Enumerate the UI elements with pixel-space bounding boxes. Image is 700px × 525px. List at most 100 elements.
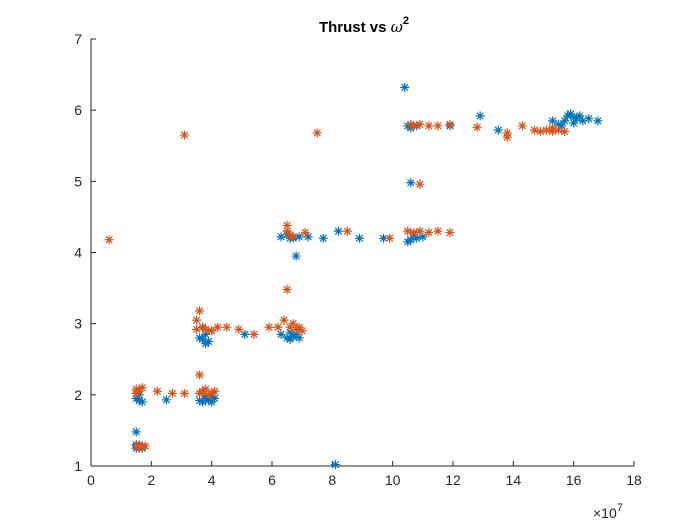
data-point xyxy=(273,322,283,332)
data-point xyxy=(201,339,211,349)
data-point xyxy=(415,119,425,129)
x-exponent-label: ×107 xyxy=(593,502,623,521)
data-point xyxy=(548,116,558,126)
data-point xyxy=(204,396,214,406)
data-point xyxy=(140,441,150,451)
y-tick-label: 4 xyxy=(74,245,82,261)
data-point xyxy=(134,386,144,396)
x-tick-label: 6 xyxy=(268,472,276,488)
data-point xyxy=(294,232,304,242)
data-point xyxy=(297,326,307,336)
chart-title: Thrust vs ω2 xyxy=(319,15,409,36)
data-point xyxy=(198,386,208,396)
data-point xyxy=(424,121,434,131)
data-point xyxy=(291,329,301,339)
data-point xyxy=(379,233,389,243)
data-point xyxy=(412,233,422,243)
y-tick-label: 1 xyxy=(74,458,82,474)
data-point xyxy=(330,460,340,470)
data-point xyxy=(282,220,292,230)
data-point xyxy=(342,226,352,236)
data-point xyxy=(445,119,455,129)
data-point xyxy=(294,333,304,343)
data-point xyxy=(201,329,211,339)
data-point xyxy=(406,178,416,188)
data-point xyxy=(584,114,594,124)
data-point xyxy=(493,125,503,135)
data-point xyxy=(406,235,416,245)
data-point xyxy=(400,82,410,92)
y-tick-label: 6 xyxy=(74,102,82,118)
data-point xyxy=(433,121,443,131)
data-point xyxy=(207,388,217,398)
data-point xyxy=(180,388,190,398)
data-point xyxy=(291,324,301,334)
data-point xyxy=(104,235,114,245)
data-point xyxy=(285,322,295,332)
data-point xyxy=(279,315,289,325)
y-tick-label: 7 xyxy=(74,31,82,47)
data-point xyxy=(475,111,485,121)
data-point xyxy=(264,322,274,332)
data-point xyxy=(167,388,177,398)
data-point xyxy=(312,128,322,138)
data-point xyxy=(502,132,512,142)
data-point xyxy=(207,397,217,407)
data-point xyxy=(285,327,295,337)
data-point xyxy=(557,121,567,131)
y-tick-label: 2 xyxy=(74,387,82,403)
data-point xyxy=(563,111,573,121)
data-point xyxy=(195,388,205,398)
data-point xyxy=(569,118,579,128)
data-point xyxy=(403,237,413,247)
data-point xyxy=(198,334,208,344)
title-exponent: 2 xyxy=(403,15,409,27)
data-point xyxy=(291,251,301,261)
data-point xyxy=(137,383,147,393)
data-point xyxy=(548,123,558,133)
data-point xyxy=(560,127,570,137)
data-point xyxy=(554,119,564,129)
data-point xyxy=(152,386,162,396)
data-point xyxy=(415,179,425,189)
data-point xyxy=(198,397,208,407)
data-point xyxy=(575,111,585,121)
x-tick-label: 16 xyxy=(566,472,582,488)
data-point xyxy=(276,329,286,339)
x-tick-label: 2 xyxy=(147,472,155,488)
series-1 xyxy=(131,82,603,470)
data-point xyxy=(403,226,413,236)
data-point xyxy=(195,333,205,343)
x-tick-label: 0 xyxy=(87,472,95,488)
data-point xyxy=(198,322,208,332)
data-point xyxy=(433,226,443,236)
data-point xyxy=(131,427,141,437)
data-point xyxy=(201,384,211,394)
series-group xyxy=(104,82,603,470)
data-point xyxy=(207,326,217,336)
y-tick-label: 3 xyxy=(74,316,82,332)
data-point xyxy=(234,324,244,334)
data-point xyxy=(285,230,295,240)
data-point xyxy=(445,228,455,238)
x-tick-label: 14 xyxy=(506,472,522,488)
data-point xyxy=(593,116,603,126)
data-point xyxy=(529,125,539,135)
data-point xyxy=(222,322,232,332)
data-point xyxy=(535,127,545,137)
y-tick-label: 5 xyxy=(74,173,82,189)
data-point xyxy=(318,233,328,243)
data-point xyxy=(249,329,259,339)
data-point xyxy=(180,130,190,140)
data-point xyxy=(131,393,141,403)
x-tick-label: 12 xyxy=(445,472,461,488)
data-point xyxy=(131,388,141,398)
data-point xyxy=(385,233,395,243)
data-point xyxy=(409,228,419,238)
data-point xyxy=(406,119,416,129)
data-point xyxy=(288,232,298,242)
data-point xyxy=(294,322,304,332)
data-point xyxy=(560,116,570,126)
data-point xyxy=(554,125,564,135)
